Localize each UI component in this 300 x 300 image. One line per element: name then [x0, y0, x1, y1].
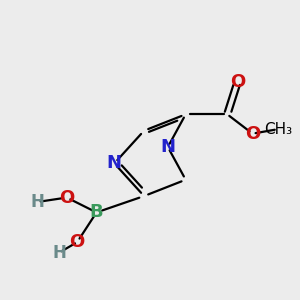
Text: H: H	[30, 193, 44, 211]
Text: O: O	[70, 233, 85, 251]
Text: O: O	[230, 73, 245, 91]
Text: O: O	[245, 125, 260, 143]
Text: H: H	[52, 244, 66, 262]
Text: N: N	[107, 154, 122, 172]
Text: B: B	[90, 203, 103, 221]
Text: N: N	[160, 138, 175, 156]
Text: O: O	[59, 189, 74, 207]
Text: CH₃: CH₃	[264, 122, 292, 137]
